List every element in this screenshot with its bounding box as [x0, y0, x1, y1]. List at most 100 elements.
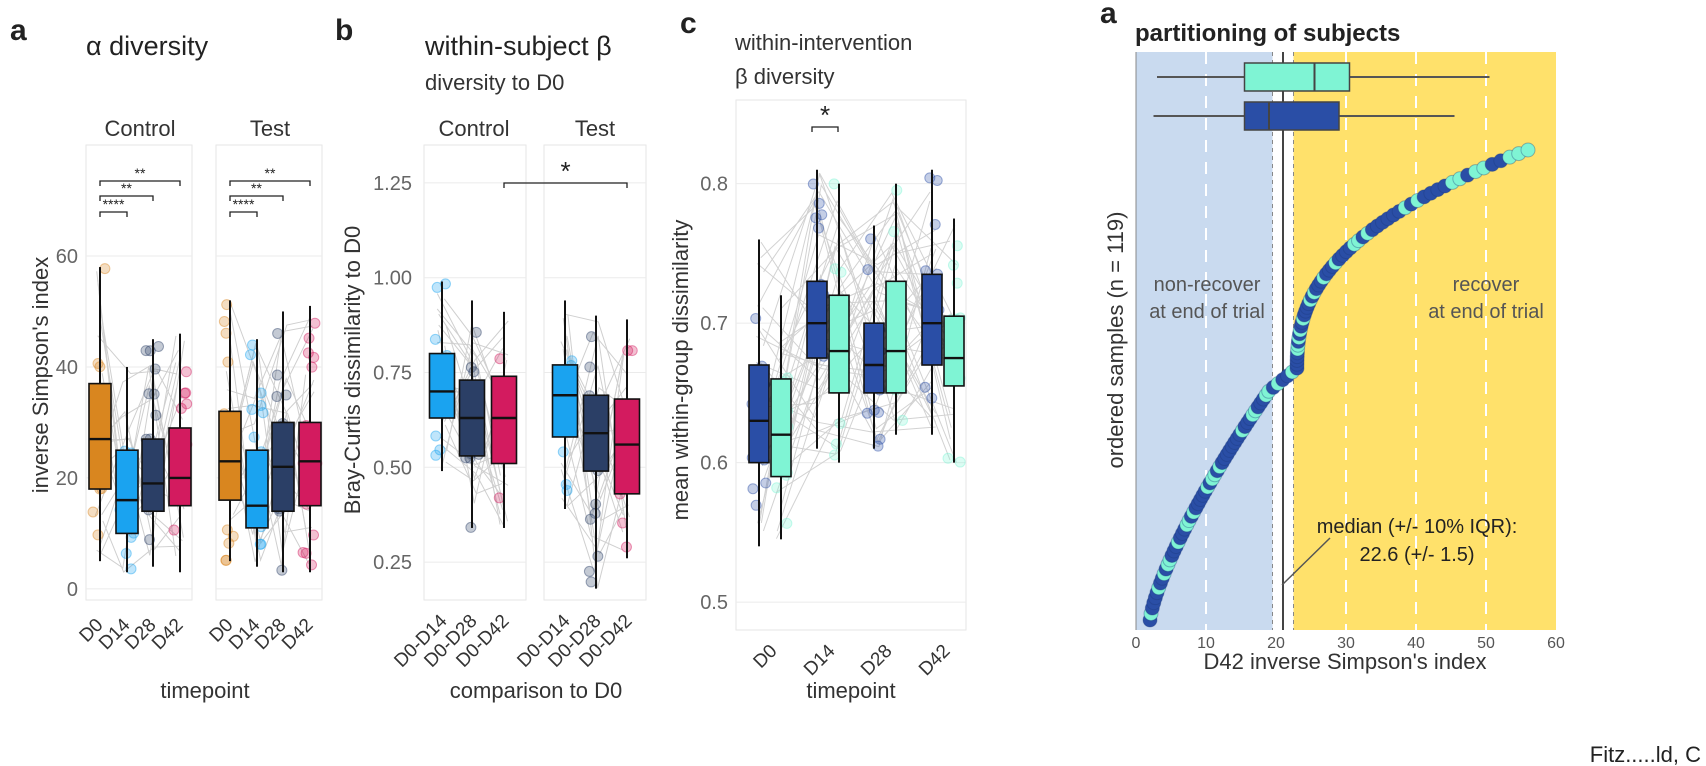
alpha-test-D0-box [218, 410, 242, 501]
alpha-control-D28-box [141, 438, 165, 513]
alpha-D0-point [223, 537, 235, 549]
intervention-D14-point [813, 222, 825, 234]
beta-D0-D42-point [493, 492, 505, 504]
intervention-pair-line [762, 229, 936, 425]
intervention-D28-point [874, 433, 886, 445]
beta-sig-bracket [503, 182, 628, 188]
panel-b-beta: b within-subject β diversity to D0 Contr… [335, 14, 647, 703]
alpha-subject-line [230, 377, 311, 480]
intervention-group1-D28-box [863, 322, 885, 394]
alpha-ylabel: inverse Simpson's index [28, 257, 53, 494]
beta-D0-D14-point [560, 479, 572, 491]
partition-xtick-label: 0 [1132, 635, 1141, 652]
intervention-D0-point [760, 477, 772, 489]
intervention-ytick-label: 0.7 [700, 313, 728, 335]
beta-subject-line [561, 497, 624, 555]
partition-point [1520, 142, 1536, 158]
alpha-D14-point [255, 400, 267, 412]
intervention-xtick-label: D42 [915, 641, 954, 680]
alpha-D42-point [308, 351, 320, 363]
alpha-sig-2-label: ** [121, 180, 132, 196]
alpha-significance: **************** [99, 165, 311, 217]
intervention-D14-point [807, 178, 819, 190]
intervention-pair-line [775, 240, 951, 434]
beta-subject-line [441, 445, 505, 527]
alpha-D28-point [271, 369, 283, 381]
partition-title: partitioning of subjects [1135, 20, 1400, 47]
partition-xtick-label: 30 [1337, 635, 1355, 652]
alpha-D42-point [180, 387, 192, 399]
alpha-ytick-label: 20 [56, 468, 78, 490]
intervention-xtick-label: D14 [800, 640, 840, 680]
beta-D0-D14-point [429, 333, 441, 345]
beta-facet-control: Control [439, 116, 510, 141]
intervention-D42-point [954, 456, 966, 468]
alpha-D0-point [87, 506, 99, 518]
alpha-ytick-label: 40 [56, 357, 78, 379]
intervention-gridlines: 0.5 0.6 0.7 0.8 [700, 174, 966, 614]
partition-background: 0 10 20 30 40 50 60 [1132, 52, 1565, 652]
partition-boxes [1153, 62, 1490, 131]
beta-D0-D28-point [583, 565, 595, 577]
intervention-title-line1: within-intervention [734, 30, 912, 55]
alpha-subject-line [102, 520, 180, 573]
intervention-D0-point [781, 517, 793, 529]
beta-subject-line [565, 313, 625, 404]
intervention-group2-D42-box [943, 315, 965, 387]
intervention-D14-point [828, 178, 840, 190]
intervention-group1-D14-box [806, 280, 828, 359]
partition-box [1243, 101, 1340, 131]
alpha-sig-3-label: ** [265, 165, 276, 181]
beta-ytick-label: 0.75 [373, 363, 412, 385]
intervention-D14-point [835, 266, 847, 278]
beta-significance: * [503, 156, 628, 188]
alpha-D28-point [271, 391, 283, 403]
intervention-title-line2: β diversity [735, 64, 834, 89]
beta-test-D0-D42-box [613, 398, 641, 495]
intervention-ytick-label: 0.6 [700, 453, 728, 475]
beta-D0-D28-point [468, 366, 480, 378]
nonrecover-label-line2: at end of trial [1149, 301, 1265, 323]
median-pointer [1281, 537, 1331, 586]
intervention-boxes: D0 D14 D28 D42 [746, 169, 966, 680]
alpha-facet-control: Control [105, 116, 176, 141]
alpha-subject-line [94, 368, 178, 516]
intervention-D0-point [747, 483, 759, 495]
panel-partitioning: a partitioning of subjects 0 10 20 30 40 50 60… [1100, 0, 1565, 674]
intervention-D14-point [810, 212, 822, 224]
alpha-D0-point [92, 358, 104, 370]
partition-annotations: non-recover at end of trial recover at e… [1149, 274, 1544, 566]
alpha-sig-3-label: ** [135, 165, 146, 181]
panel-c-intervention: c within-intervention β diversity 0.5 0.6… [668, 7, 967, 703]
alpha-subject-line [232, 319, 309, 434]
alpha-control-D0-box [88, 382, 112, 490]
alpha-D0-point [99, 263, 111, 275]
partition-xlabel: D42 inverse Simpson's index [1203, 649, 1486, 674]
alpha-D0-point [218, 315, 230, 327]
alpha-D0-point [92, 529, 104, 541]
alpha-D28-point [140, 345, 152, 357]
alpha-sig-1-bracket [99, 211, 128, 217]
beta-D0-D28-point [585, 331, 597, 343]
beta-ylabel: Bray-Curtis dissimilarity to D0 [340, 226, 365, 515]
panel-letter-b: b [335, 14, 353, 47]
alpha-D14-point [255, 538, 267, 550]
intervention-D14-point [829, 263, 841, 275]
partition-xtick-label: 40 [1407, 635, 1425, 652]
beta-D0-D14-point [430, 449, 442, 461]
intervention-D14-point [813, 197, 825, 209]
partition-xtick-label: 10 [1197, 635, 1215, 652]
recover-label-line1: recover [1453, 274, 1520, 296]
alpha-sig-2-bracket [99, 195, 154, 201]
beta-title-line1: within-subject β [424, 31, 612, 61]
alpha-sig-2-bracket [229, 195, 284, 201]
beta-ytick-label: 0.50 [373, 457, 412, 479]
intervention-D28-point [873, 406, 885, 418]
alpha-test-D14-box [245, 449, 269, 529]
beta-xlabel: comparison to D0 [450, 678, 622, 703]
beta-title-line2: diversity to D0 [425, 70, 564, 95]
alpha-D42-point [168, 524, 180, 536]
panel-letter-a: a [10, 14, 27, 47]
alpha-title: α diversity [86, 31, 209, 61]
